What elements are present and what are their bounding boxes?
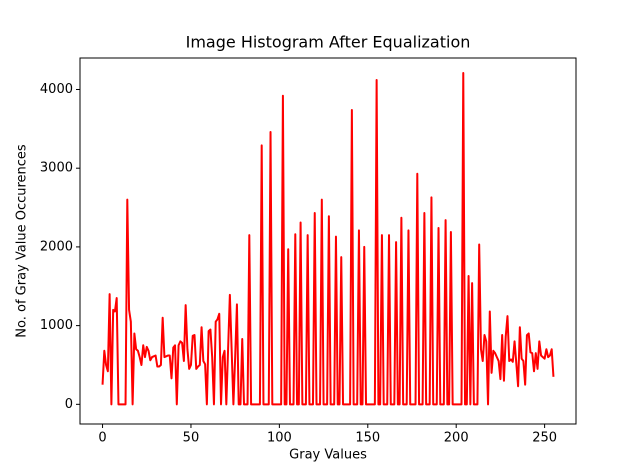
y-tick-label: 1000	[40, 318, 73, 333]
y-tick-label: 3000	[40, 161, 73, 176]
line-series	[101, 71, 555, 406]
x-tick-label: 250	[532, 431, 557, 446]
y-tick-label: 0	[65, 397, 73, 412]
y-tick-label: 2000	[40, 239, 73, 254]
x-tick-label: 0	[98, 431, 106, 446]
axes-frame	[79, 57, 577, 425]
y-axis-label: No. of Gray Value Occurences	[15, 144, 30, 338]
x-tick-label: 200	[444, 431, 469, 446]
x-axis-label: Gray Values	[289, 448, 367, 463]
x-tick-label: 150	[355, 431, 380, 446]
x-tick-label: 100	[267, 431, 292, 446]
y-tick-label: 4000	[40, 82, 73, 97]
chart-title: Image Histogram After Equalization	[186, 33, 471, 52]
x-tick-label: 50	[183, 431, 200, 446]
